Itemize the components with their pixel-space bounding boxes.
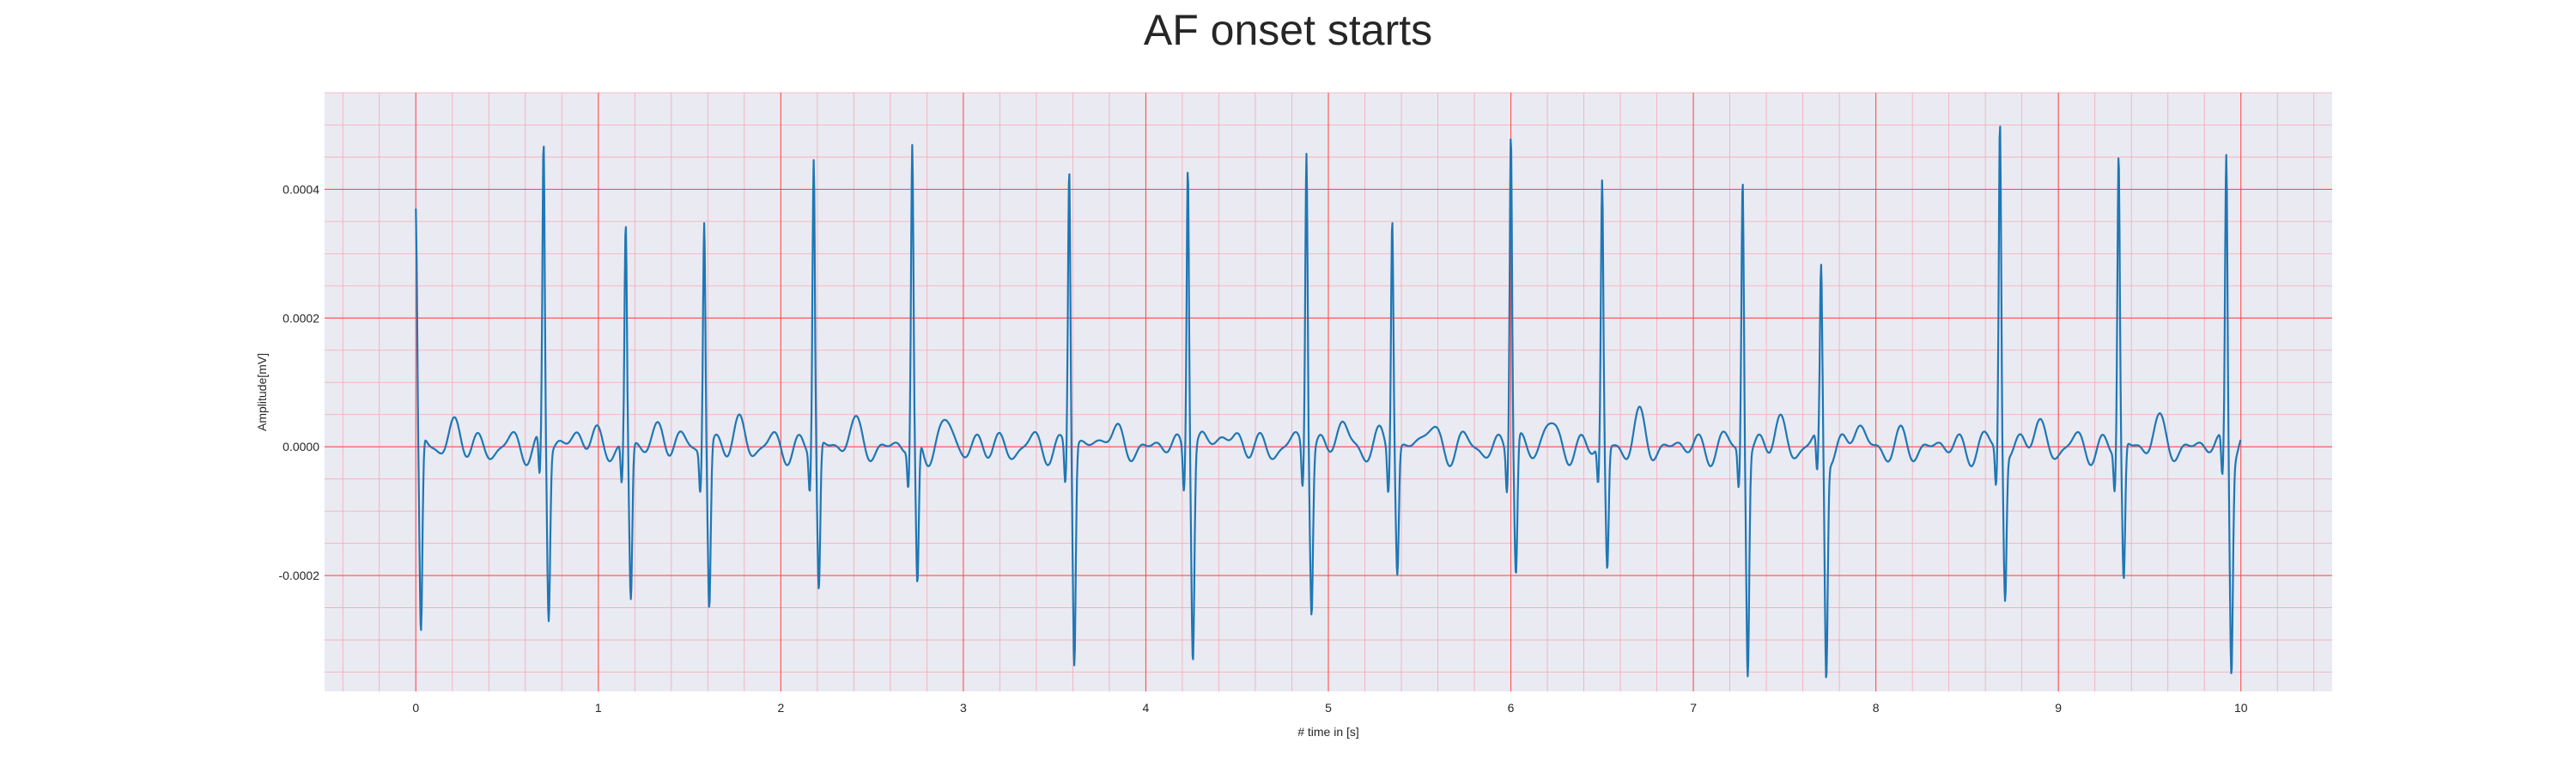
y-tick-label: 0.0000 <box>283 440 319 453</box>
x-axis-ticks: 0 1 2 3 4 5 6 7 8 9 10 <box>412 701 2247 715</box>
x-tick-label: 7 <box>1690 701 1697 715</box>
x-tick-label: 4 <box>1143 701 1150 715</box>
x-tick-label: 8 <box>1873 701 1880 715</box>
x-tick-label: 10 <box>2234 701 2248 715</box>
x-axis-label: # time in [s] <box>1297 725 1359 739</box>
x-tick-label: 3 <box>960 701 967 715</box>
x-tick-label: 0 <box>412 701 419 715</box>
x-tick-label: 2 <box>777 701 784 715</box>
x-tick-label: 5 <box>1325 701 1332 715</box>
y-tick-label: 0.0004 <box>283 182 319 196</box>
chart-title: AF onset starts <box>1143 6 1433 54</box>
y-axis-label: Amplitude[mV] <box>255 353 269 431</box>
ecg-signal-line <box>415 125 2242 679</box>
x-tick-label: 6 <box>1508 701 1515 715</box>
y-axis-ticks: -0.0002 0.0000 0.0002 0.0004 <box>279 182 320 582</box>
x-tick-label: 9 <box>2055 701 2062 715</box>
x-tick-label: 1 <box>595 701 602 715</box>
y-tick-label: -0.0002 <box>279 569 320 582</box>
y-tick-label: 0.0002 <box>283 311 319 325</box>
